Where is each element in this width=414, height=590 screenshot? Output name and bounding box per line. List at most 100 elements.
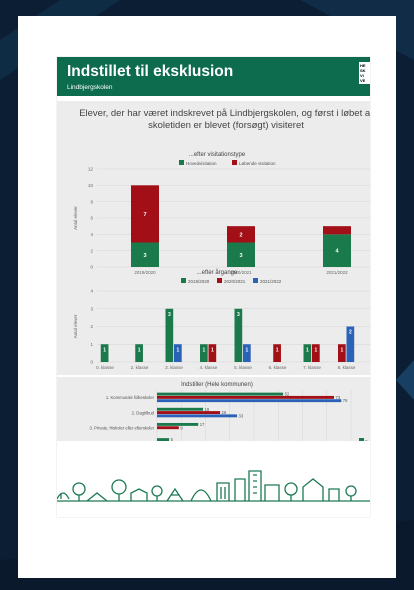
y-tick-label: 2	[90, 324, 93, 329]
x-tick-label: 2. klasse	[131, 365, 149, 370]
bar-data-label: 73	[336, 395, 341, 400]
report-title-line: Elever, der har været indskrevet på Lind…	[79, 108, 370, 119]
section-divider	[57, 375, 370, 377]
x-tick-label: 6. klasse	[269, 365, 287, 370]
y-tick-label: 3. Private, friskoler eller efterskoler	[90, 426, 155, 431]
y-axis-label: Antal elever	[73, 314, 78, 338]
bar	[135, 344, 143, 362]
bar	[323, 226, 351, 235]
logo-line: HE	[360, 63, 366, 68]
x-tick-label: 2020/2021	[230, 270, 252, 275]
bar-data-label: 17	[200, 422, 205, 427]
y-tick-label: 1. Kommunale folkeskoler	[106, 395, 155, 400]
legend-swatch	[232, 160, 237, 165]
bar	[200, 344, 208, 362]
bar-data-label: 3	[239, 253, 242, 259]
bar-data-label: 3	[166, 440, 169, 441]
bar-data-label: 4	[335, 249, 339, 255]
legend-swatch	[253, 278, 258, 283]
x-tick-label: 7. klasse	[303, 365, 321, 370]
page-subtitle: Lindbjergskolen	[67, 84, 113, 91]
y-tick-label: 3	[90, 306, 93, 311]
legend-label: Løbende visitation	[239, 161, 276, 166]
bar	[165, 308, 174, 362]
bar	[100, 344, 109, 362]
bar-data-label: 1	[211, 347, 214, 353]
bar	[312, 344, 320, 362]
bar-data-label: 1	[245, 347, 248, 353]
y-tick-label: 10	[88, 183, 94, 188]
bar	[273, 344, 281, 362]
bar	[323, 234, 351, 267]
legend-swatch	[181, 278, 186, 283]
bar	[208, 344, 217, 362]
bar-data-label: 1	[314, 347, 317, 353]
bar-data-label: 1	[138, 347, 141, 353]
y-tick-label: 6	[90, 216, 93, 221]
bar	[157, 411, 221, 414]
legend-swatch	[359, 438, 364, 441]
bar	[157, 422, 199, 426]
report-title: Elever, der har været indskrevet på Lind…	[57, 108, 370, 132]
bar-data-label: 1	[103, 347, 106, 353]
bar	[157, 414, 238, 418]
bar-data-label: 3	[143, 253, 146, 259]
y-tick-label: 4	[90, 289, 93, 294]
report-title-line: skoletiden er blevet (forsøgt) visiteret	[148, 120, 304, 131]
page-header: Indstillet til eksklusion Lindbjergskole…	[57, 57, 370, 96]
page-title: Indstillet til eksklusion	[67, 63, 234, 80]
bar-data-label: 3	[168, 312, 171, 318]
bar	[157, 426, 179, 430]
chart-title: Indstiller (Hele kommunen)	[181, 382, 253, 388]
bar-data-label: 1	[340, 347, 343, 353]
report-panel: Elever, der har været indskrevet på Lind…	[57, 101, 370, 441]
bar-data-label: 9	[180, 425, 183, 430]
charts: ...efter visitationstype Hovedvisitation L…	[73, 152, 370, 441]
bar-data-label: 33	[239, 413, 244, 418]
bar-data-label: 1	[306, 347, 309, 353]
y-axis-label: Antal elever	[73, 206, 78, 230]
x-tick-label: 4. klasse	[200, 365, 218, 370]
legend-label: 2	[365, 439, 368, 441]
bar-data-label: 2	[349, 330, 352, 336]
bar	[131, 185, 159, 243]
chart-title: ...efter visitationstype	[189, 152, 246, 158]
bar-data-label: 52	[285, 392, 290, 397]
bar-data-label: 5	[171, 437, 174, 441]
bar	[157, 395, 335, 399]
bar-data-label: 1	[276, 347, 279, 353]
bar-data-label: 1	[202, 347, 205, 353]
bar-data-label: 19	[205, 407, 210, 412]
y-tick-label: 0	[90, 265, 93, 270]
bar	[346, 326, 355, 362]
bar	[157, 438, 170, 441]
bar	[243, 344, 251, 362]
bar-data-label: 3	[237, 312, 240, 318]
bar	[157, 392, 284, 396]
x-tick-label: 2019/2020	[134, 270, 156, 275]
bar	[338, 344, 346, 362]
bar-data-label: 2	[239, 232, 242, 238]
bar	[157, 399, 342, 403]
y-tick-label: 4	[90, 232, 93, 237]
y-tick-label: 2	[90, 248, 93, 253]
bar-data-label: 7	[143, 212, 146, 218]
chart-title: ...efter årgange	[197, 269, 238, 276]
bar	[157, 407, 204, 411]
x-tick-label: 2021/2022	[326, 270, 348, 275]
x-tick-label: 3. klasse	[165, 365, 183, 370]
logo: HE SK VI VE	[359, 62, 370, 84]
y-tick-label: 12	[88, 167, 94, 172]
x-tick-label: 0. klasse	[96, 365, 114, 370]
y-tick-label: 2. Dagtilbud	[132, 410, 155, 415]
bar	[227, 226, 255, 243]
bar-data-label: 26	[222, 410, 227, 415]
logo-line: SK	[360, 68, 366, 73]
y-tick-label: 1	[90, 342, 93, 347]
y-tick-label: 8	[90, 199, 93, 204]
bar-data-label: 76	[343, 398, 348, 403]
bar	[227, 242, 255, 267]
logo-line: VE	[360, 78, 366, 83]
y-tick-label: 0	[90, 360, 93, 365]
bar	[174, 344, 182, 362]
